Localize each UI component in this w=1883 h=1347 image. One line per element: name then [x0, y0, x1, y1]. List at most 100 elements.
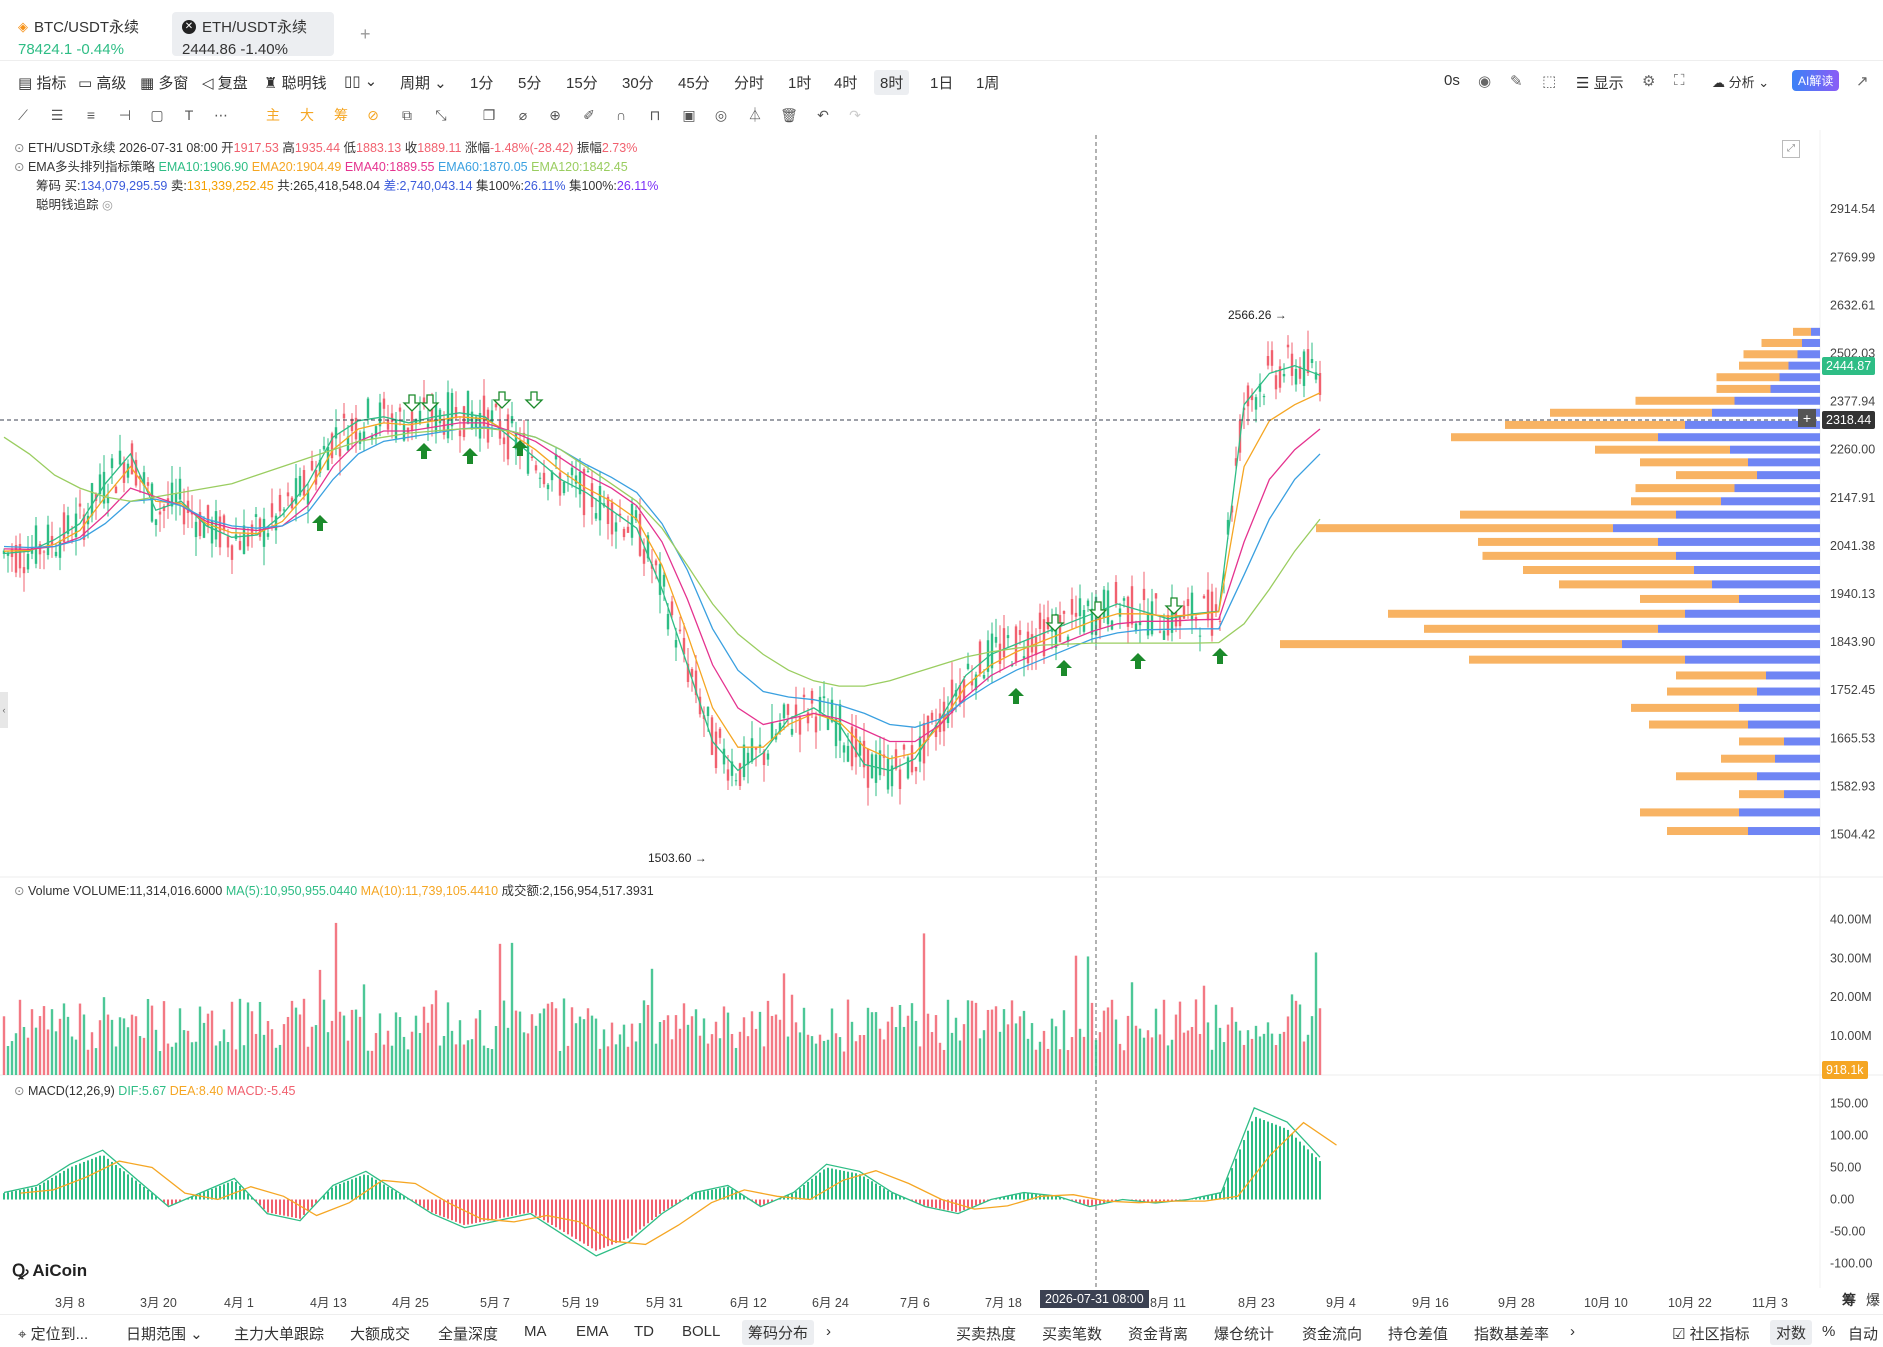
ai-button[interactable]: AI解读 [1792, 70, 1839, 91]
liquidation-toggle[interactable]: 爆 [1866, 1290, 1880, 1310]
bottom-item-ma[interactable]: MA [524, 1323, 547, 1340]
line-tool-icon[interactable]: ⟋ [14, 106, 32, 124]
period-5m[interactable]: 5分 [518, 72, 541, 93]
replay-button[interactable]: ◁ 复盘 [202, 72, 248, 93]
multiwindow-button[interactable]: ▦ 多窗 [140, 72, 188, 93]
bottom-item-td[interactable]: TD [634, 1323, 654, 1340]
bottom-item-oi-diff[interactable]: 持仓差值 [1388, 1323, 1448, 1344]
period-4h[interactable]: 4时 [834, 72, 857, 93]
popout-icon[interactable]: ↗ [1856, 72, 1869, 90]
macd-histogram-bar [307, 1200, 309, 1212]
channel-tool-icon[interactable]: ≡ [82, 106, 100, 124]
bottom-item-flow[interactable]: 资金流向 [1302, 1323, 1362, 1344]
ray-tool-icon[interactable]: ⊣ [116, 106, 134, 124]
chips-toggle[interactable]: 筹 [1842, 1290, 1856, 1310]
tab-btc[interactable]: ◈BTC/USDT永续 78424.1 -0.44% [8, 12, 168, 56]
bottom-item-boll[interactable]: BOLL [682, 1323, 720, 1340]
period-1h[interactable]: 1时 [788, 72, 811, 93]
period-1d[interactable]: 1日 [930, 72, 953, 93]
add-tab-button[interactable]: + [360, 24, 371, 45]
period-8h[interactable]: 8时 [874, 70, 909, 95]
volume-bar [411, 1032, 413, 1075]
chart-canvas[interactable]: 2914.542769.992632.612502.032377.942260.… [0, 130, 1883, 1310]
community-indicator-button[interactable]: ☑ 社区指标 [1672, 1323, 1750, 1344]
analysis-label: 分析 [1729, 75, 1755, 90]
bottom-more-left[interactable]: › [826, 1323, 831, 1340]
tab-eth[interactable]: ✕ETH/USDT永续 2444.86 -1.40% [172, 12, 334, 56]
period-45m[interactable]: 45分 [678, 72, 710, 93]
bottom-item-ema[interactable]: EMA [576, 1323, 609, 1340]
bottom-item-count[interactable]: 买卖笔数 [1042, 1323, 1102, 1344]
hline-tool-icon[interactable]: ☰ [48, 106, 66, 124]
clipboard-icon[interactable]: ❐ [480, 106, 498, 124]
smart-money-button[interactable]: ♜ 聪明钱 [264, 72, 327, 93]
chart-type-icon[interactable]: ▯▯ ⌄ [344, 72, 377, 90]
brush-icon[interactable]: ✐ [580, 106, 598, 124]
bottom-item-main-order[interactable]: 主力大单跟踪 [234, 1323, 324, 1344]
lock-icon[interactable]: ⊓ [646, 106, 664, 124]
eye-icon[interactable]: ◎ [712, 106, 730, 124]
candle-body [767, 754, 769, 760]
redo-icon[interactable]: ↷ [846, 106, 864, 124]
add-alert-icon[interactable]: + [1798, 409, 1816, 427]
period-15m[interactable]: 15分 [566, 72, 598, 93]
auto-scale-button[interactable]: 自动 [1848, 1323, 1878, 1344]
layers-icon[interactable]: ▣ [680, 106, 698, 124]
chips-label[interactable]: 筹 [332, 106, 350, 124]
more-tool-icon[interactable]: ⋯ [212, 106, 230, 124]
analysis-dropdown[interactable]: ☁ 分析 ⌄ [1712, 72, 1769, 91]
advanced-button[interactable]: ▭ 高级 [78, 72, 126, 93]
locate-button[interactable]: ⌖ 定位到... [18, 1323, 88, 1344]
volume-bar [479, 1010, 481, 1075]
percent-scale-button[interactable]: % [1822, 1323, 1835, 1340]
indicator-button[interactable]: ▤ 指标 [18, 72, 66, 93]
magnet-icon[interactable]: ∩ [612, 106, 630, 124]
zoom-icon[interactable]: ⊕ [546, 106, 564, 124]
date-range-dropdown[interactable]: 日期范围 ⌄ [126, 1323, 203, 1344]
big-order-label[interactable]: 大 [298, 106, 316, 124]
macd-histogram-bar [1295, 1138, 1297, 1200]
filter-icon[interactable]: ⏃ [746, 106, 764, 124]
collapse-icon[interactable]: ⊙ [14, 884, 24, 898]
period-30m[interactable]: 30分 [622, 72, 654, 93]
measure-icon[interactable]: ⤡ [432, 106, 450, 124]
bottom-more-right[interactable]: › [1570, 1323, 1575, 1340]
bottom-item-liquidation[interactable]: 爆仓统计 [1214, 1323, 1274, 1344]
x-tick-label: 5月 19 [562, 1292, 599, 1311]
period-1m[interactable]: 1分 [470, 72, 493, 93]
bottom-item-basis[interactable]: 指数基差率 [1474, 1323, 1549, 1344]
trash-icon[interactable]: 🗑 [780, 106, 798, 124]
bottom-item-large-trade[interactable]: 大额成交 [350, 1323, 410, 1344]
volume-bar [523, 1032, 525, 1075]
main-force-label[interactable]: 主 [264, 106, 282, 124]
macd-histogram-bar [715, 1189, 717, 1200]
period-timeshare[interactable]: 分时 [734, 72, 764, 93]
period-dropdown[interactable]: 周期 ⌄ [400, 72, 447, 93]
chip-buy-bar [1640, 595, 1739, 603]
volume-bar [63, 1003, 65, 1075]
log-scale-button[interactable]: 对数 [1770, 1320, 1812, 1345]
collapse-icon[interactable]: ⊙ [14, 1084, 24, 1098]
text-tool-icon[interactable]: T [180, 106, 198, 124]
display-button[interactable]: ☰ 显示 [1576, 72, 1624, 93]
copy-icon[interactable]: ⧉ [398, 106, 416, 124]
sidebar-toggle[interactable]: ‹ [0, 692, 8, 728]
undo-icon[interactable]: ↶ [814, 106, 832, 124]
bottom-item-divergence[interactable]: 资金背离 [1128, 1323, 1188, 1344]
bottom-item-depth[interactable]: 全量深度 [438, 1323, 498, 1344]
volume-legend: ⊙ Volume VOLUME:11,314,016.6000 MA(5):10… [14, 880, 654, 899]
bottom-item-chips[interactable]: 筹码分布 [742, 1320, 814, 1345]
macd-histogram-bar [83, 1162, 85, 1200]
settings-icon[interactable]: ⚙ [1642, 72, 1655, 90]
pen-icon[interactable]: ✎ [1510, 72, 1523, 90]
rect-tool-icon[interactable]: ▢ [148, 106, 166, 124]
fullscreen-icon[interactable]: ⛶ [1674, 72, 1685, 89]
volume-bar [887, 1022, 889, 1075]
camera-icon[interactable]: ◉ [1478, 72, 1491, 90]
erase-icon[interactable]: ⊘ [364, 106, 382, 124]
bottom-item-heat[interactable]: 买卖热度 [956, 1323, 1016, 1344]
period-1w[interactable]: 1周 [976, 72, 999, 93]
share-icon[interactable]: ⬚ [1542, 72, 1556, 90]
ruler-icon[interactable]: ⌀ [514, 106, 532, 124]
volume-bar [739, 1032, 741, 1075]
